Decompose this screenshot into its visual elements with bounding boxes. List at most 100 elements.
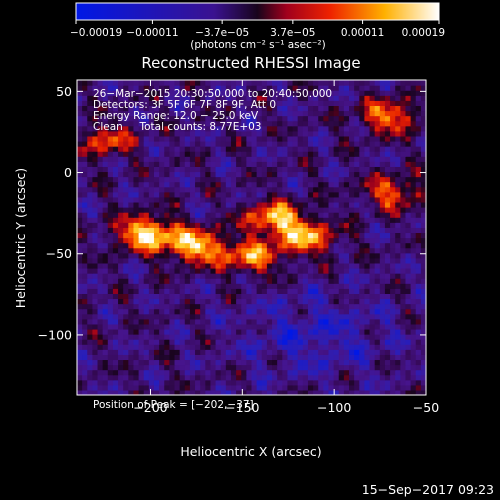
heatmap-cell	[159, 364, 165, 371]
heatmap-cell	[138, 369, 145, 376]
heatmap-cell	[307, 156, 314, 162]
heatmap-cell	[220, 90, 227, 96]
heatmap-cell	[323, 247, 330, 254]
heatmap-cell	[241, 344, 247, 350]
heatmap-cell	[123, 166, 129, 173]
heatmap-cell	[384, 125, 391, 132]
heatmap-cell	[328, 308, 335, 315]
heatmap-cell	[159, 191, 165, 198]
heatmap-cell	[266, 247, 273, 254]
heatmap-cell	[123, 222, 129, 228]
heatmap-cell	[174, 105, 181, 112]
heatmap-cell	[225, 339, 232, 345]
heatmap-cell	[123, 369, 129, 376]
heatmap-cell	[261, 207, 268, 213]
heatmap-cell	[118, 374, 124, 381]
heatmap-cell	[123, 313, 129, 320]
heatmap-cell	[153, 288, 160, 294]
heatmap-cell	[77, 252, 83, 259]
heatmap-cell	[343, 318, 350, 325]
heatmap-cell	[107, 151, 114, 157]
heatmap-cell	[215, 151, 222, 157]
heatmap-cell	[138, 389, 145, 395]
heatmap-cell	[354, 140, 360, 147]
heatmap-cell	[189, 186, 196, 193]
heatmap-cell	[390, 140, 396, 147]
heatmap-cell	[215, 379, 222, 386]
heatmap-cell	[251, 334, 258, 340]
heatmap-cell	[307, 212, 314, 218]
heatmap-cell	[307, 328, 314, 335]
heatmap-cell	[374, 100, 381, 106]
heatmap-cell	[148, 364, 155, 371]
heatmap-cell	[354, 242, 360, 249]
heatmap-cell	[374, 374, 381, 381]
heatmap-cell	[174, 328, 181, 335]
heatmap-cell	[261, 95, 268, 101]
heatmap-cell	[133, 242, 140, 249]
heatmap-cell	[410, 334, 417, 340]
heatmap-cell	[287, 283, 294, 289]
heatmap-cell	[374, 181, 381, 188]
heatmap-cell	[272, 130, 278, 137]
heatmap-cell	[384, 288, 391, 294]
heatmap-cell	[179, 151, 186, 157]
heatmap-cell	[364, 105, 371, 112]
heatmap-cell	[148, 389, 155, 395]
heatmap-cell	[215, 237, 222, 244]
heatmap-cell	[256, 298, 263, 305]
heatmap-cell	[184, 318, 191, 325]
heatmap-cell	[266, 105, 273, 112]
heatmap-cell	[92, 237, 99, 244]
heatmap-cell	[92, 80, 99, 86]
heatmap-cell	[215, 207, 222, 213]
heatmap-cell	[230, 389, 237, 395]
heatmap-cell	[266, 100, 273, 106]
heatmap-cell	[128, 201, 135, 208]
heatmap-cell	[87, 151, 93, 157]
heatmap-cell	[195, 232, 201, 239]
heatmap-cell	[159, 242, 165, 249]
heatmap-cell	[390, 349, 396, 355]
heatmap-cell	[174, 298, 181, 305]
heatmap-cell	[195, 349, 201, 355]
heatmap-cell	[174, 303, 181, 310]
heatmap-cell	[364, 207, 371, 213]
heatmap-cell	[138, 273, 145, 279]
heatmap-cell	[97, 130, 104, 137]
heatmap-cell	[384, 130, 391, 137]
heatmap-cell	[405, 120, 412, 127]
heatmap-cell	[374, 359, 381, 366]
heatmap-cell	[148, 135, 155, 142]
heatmap-cell	[338, 156, 345, 162]
heatmap-cell	[159, 262, 165, 269]
heatmap-cell	[138, 247, 145, 254]
heatmap-cell	[236, 344, 242, 350]
heatmap-cell	[395, 354, 401, 361]
heatmap-cell	[338, 212, 345, 218]
heatmap-cell	[333, 389, 340, 395]
heatmap-cell	[266, 379, 273, 386]
heatmap-cell	[420, 318, 426, 325]
heatmap-cell	[133, 339, 140, 345]
heatmap-cell	[133, 80, 140, 86]
heatmap-cell	[272, 273, 278, 279]
heatmap-cell	[92, 389, 99, 395]
heatmap-cell	[77, 298, 83, 305]
heatmap-cell	[200, 120, 206, 127]
heatmap-cell	[184, 237, 191, 244]
heatmap-cell	[354, 374, 360, 381]
heatmap-cell	[328, 146, 335, 152]
heatmap-cell	[349, 359, 355, 366]
heatmap-cell	[405, 273, 412, 279]
heatmap-cell	[236, 364, 242, 371]
heatmap-cell	[215, 146, 222, 152]
heatmap-cell	[174, 308, 181, 315]
heatmap-cell	[328, 85, 335, 91]
heatmap-cell	[261, 278, 268, 284]
heatmap-cell	[379, 273, 386, 279]
heatmap-cell	[102, 217, 109, 223]
heatmap-cell	[123, 105, 129, 112]
heatmap-cell	[333, 125, 340, 132]
heatmap-cell	[277, 344, 283, 350]
